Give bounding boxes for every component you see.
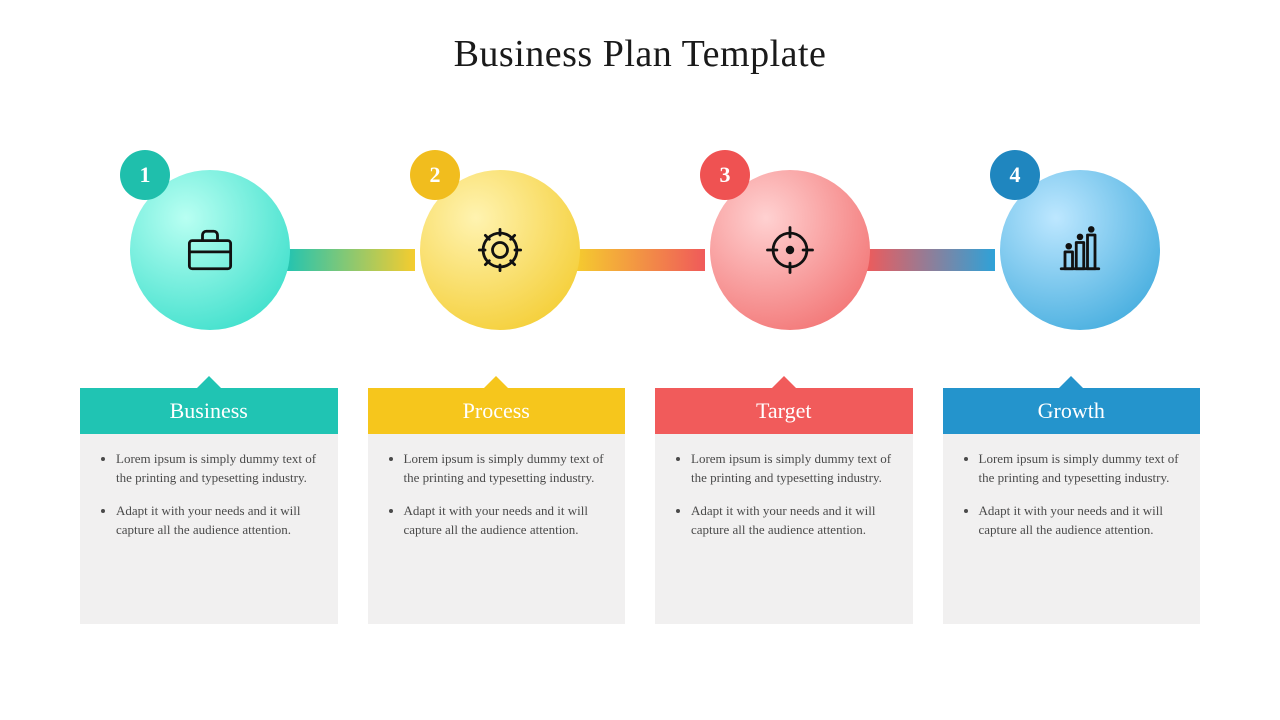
step-3: 3 [710, 170, 880, 330]
step-1: 1 [130, 170, 300, 330]
card-header: Business [80, 388, 338, 434]
card-arrow [197, 376, 221, 388]
target-icon [760, 220, 820, 280]
card-header: Growth [943, 388, 1201, 434]
step-number-badge: 4 [990, 150, 1040, 200]
step-circle: 1 [130, 170, 290, 330]
card-header: Process [368, 388, 626, 434]
step-circle: 3 [710, 170, 870, 330]
card-bullet: Adapt it with your needs and it will cap… [404, 502, 608, 540]
connector-2 [575, 249, 705, 271]
step-2: 2 [420, 170, 590, 330]
card-1: Business Lorem ipsum is simply dummy text… [80, 388, 338, 624]
card-3: Target Lorem ipsum is simply dummy text o… [655, 388, 913, 624]
step-number-badge: 2 [410, 150, 460, 200]
card-bullet: Lorem ipsum is simply dummy text of the … [979, 450, 1183, 488]
connector-1 [285, 249, 415, 271]
card-bullet: Adapt it with your needs and it will cap… [979, 502, 1183, 540]
card-arrow [484, 376, 508, 388]
card-bullet: Lorem ipsum is simply dummy text of the … [116, 450, 320, 488]
card-bullet: Adapt it with your needs and it will cap… [691, 502, 895, 540]
card-bullet: Adapt it with your needs and it will cap… [116, 502, 320, 540]
card-body: Lorem ipsum is simply dummy text of the … [368, 434, 626, 624]
connector-3 [865, 249, 995, 271]
card-body: Lorem ipsum is simply dummy text of the … [655, 434, 913, 624]
step-number-badge: 3 [700, 150, 750, 200]
card-2: Process Lorem ipsum is simply dummy text … [368, 388, 626, 624]
card-body: Lorem ipsum is simply dummy text of the … [943, 434, 1201, 624]
step-circle: 4 [1000, 170, 1160, 330]
card-bullet: Lorem ipsum is simply dummy text of the … [691, 450, 895, 488]
page-title: Business Plan Template [0, 0, 1280, 76]
gear-icon [470, 220, 530, 280]
step-number-badge: 1 [120, 150, 170, 200]
card-4: Growth Lorem ipsum is simply dummy text o… [943, 388, 1201, 624]
barchart-icon [1050, 220, 1110, 280]
step-4: 4 [1000, 170, 1170, 330]
card-arrow [1059, 376, 1083, 388]
card-header: Target [655, 388, 913, 434]
flow-area: 1 2 3 4 [80, 150, 1200, 370]
card-bullet: Lorem ipsum is simply dummy text of the … [404, 450, 608, 488]
briefcase-icon [180, 220, 240, 280]
card-arrow [772, 376, 796, 388]
card-body: Lorem ipsum is simply dummy text of the … [80, 434, 338, 624]
cards-area: Business Lorem ipsum is simply dummy text… [80, 388, 1200, 624]
step-circle: 2 [420, 170, 580, 330]
